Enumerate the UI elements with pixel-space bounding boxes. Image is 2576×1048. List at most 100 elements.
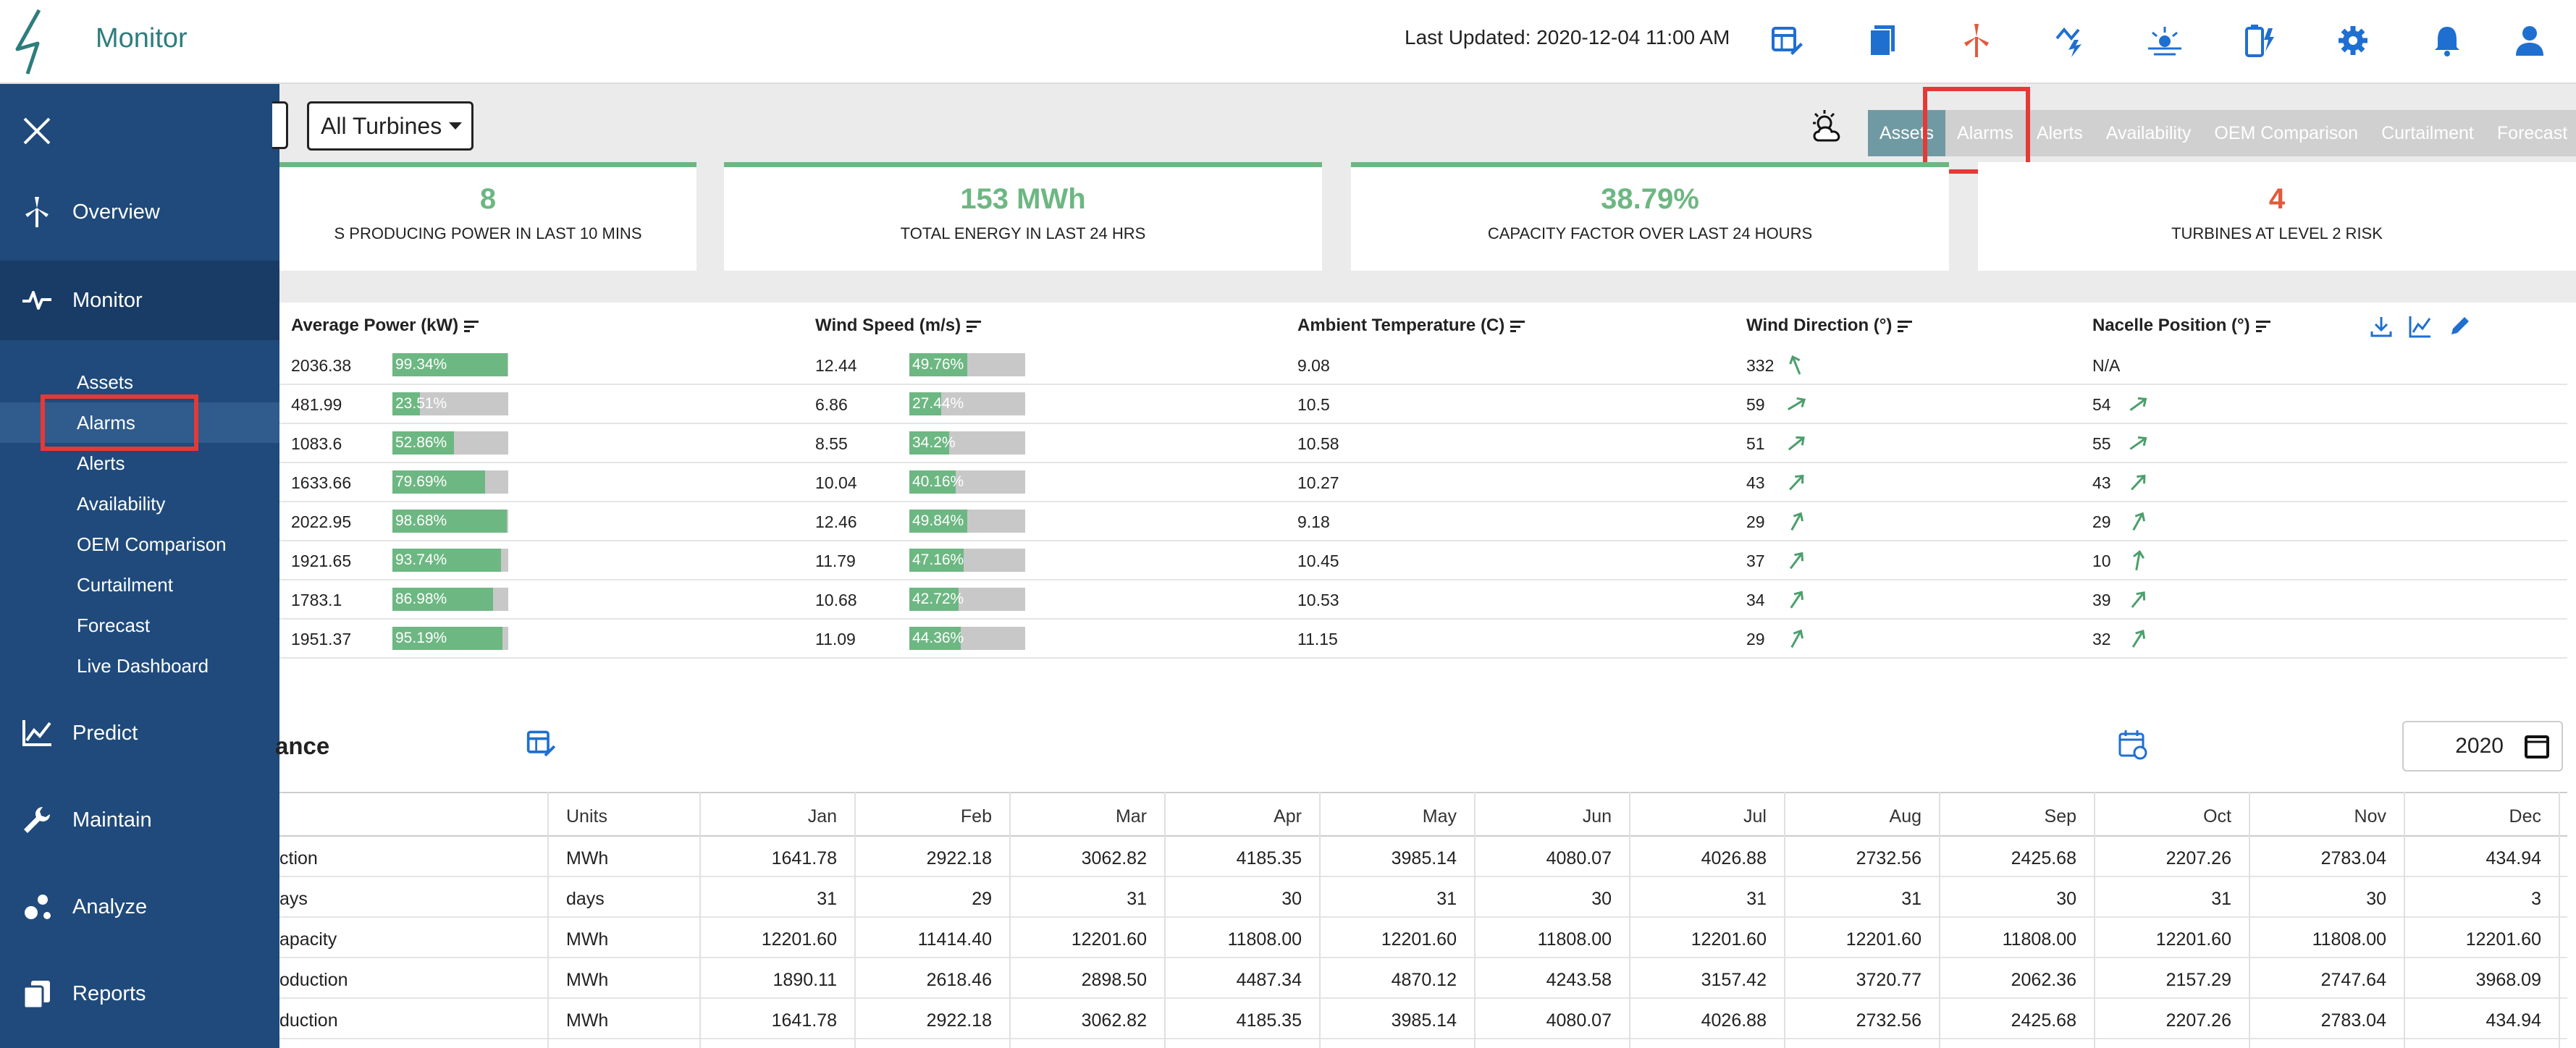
column-header-sep[interactable]: Sep: [2044, 806, 2076, 827]
partial-select[interactable]: [272, 101, 288, 149]
column-header-jun[interactable]: Jun: [1582, 806, 1612, 827]
bell-icon[interactable]: [2427, 20, 2467, 61]
column-header-jul[interactable]: Jul: [1743, 806, 1767, 827]
line-chart-icon: [19, 715, 55, 751]
cell-value: 12201.60: [1691, 929, 1767, 950]
turbine-select[interactable]: All Turbines: [307, 101, 473, 151]
close-icon[interactable]: [19, 113, 55, 149]
column-header-may[interactable]: May: [1422, 806, 1457, 827]
partly-cloudy-icon[interactable]: [1809, 107, 1849, 148]
direction-arrow-icon: [2131, 630, 2146, 648]
sidebar-subitem-forecast[interactable]: Forecast: [0, 605, 279, 646]
calendar-icon[interactable]: [2524, 733, 2550, 759]
table-row: 1951.37 95.19% 11.09 44.36% 11.15 29 32: [279, 620, 2567, 659]
battery-charge-icon[interactable]: [2239, 20, 2279, 61]
wind-bar-fill: [909, 627, 961, 650]
column-header-power[interactable]: Average Power (kW): [291, 316, 479, 336]
column-header-nov[interactable]: Nov: [2354, 806, 2386, 827]
cell-value: 2207.26: [2165, 1010, 2231, 1031]
cell-value: 11808.00: [1537, 929, 1612, 950]
sidebar-item-predict[interactable]: Predict: [0, 693, 279, 773]
cell-value: 4870.12: [1391, 970, 1457, 990]
tab-alerts[interactable]: Alerts: [2024, 110, 2095, 156]
lightning-logo-icon[interactable]: [10, 7, 61, 77]
column-header-mar[interactable]: Mar: [1115, 806, 1147, 827]
column-header-wind-speed[interactable]: Wind Speed (m/s): [815, 316, 982, 336]
document-icon[interactable]: [1862, 20, 1903, 61]
column-header-jan[interactable]: Jan: [807, 806, 837, 827]
kpi-label: TURBINES AT LEVEL 2 RISK: [2171, 224, 2383, 242]
sidebar-item-analyze[interactable]: Analyze: [0, 867, 279, 947]
sidebar-subitem-availability[interactable]: Availability: [0, 483, 279, 524]
pencil-icon[interactable]: [2447, 314, 2472, 339]
column-header-nacelle[interactable]: Nacelle Position (°): [2092, 316, 2270, 336]
cell-value: 434.94: [2485, 848, 2541, 869]
cell-value: 12201.60: [2155, 929, 2231, 950]
sidebar-item-monitor[interactable]: Monitor: [0, 261, 279, 340]
tab-alarms[interactable]: Alarms: [1945, 110, 2025, 156]
sort-icon[interactable]: [967, 321, 982, 332]
chart-icon[interactable]: [2408, 314, 2433, 339]
year-picker[interactable]: 2020: [2402, 721, 2563, 772]
power-bar: 52.86%: [392, 431, 508, 455]
tab-assets[interactable]: Assets: [1868, 110, 1946, 156]
tab-curtailment[interactable]: Curtailment: [2370, 110, 2485, 156]
power-bar-label: 95.19%: [395, 630, 447, 646]
sun-horizon-icon[interactable]: [2144, 20, 2185, 61]
column-header-feb[interactable]: Feb: [960, 806, 992, 827]
cell-power: 1783.1: [291, 591, 342, 609]
column-divider: [699, 792, 701, 1048]
column-header-apr[interactable]: Apr: [1274, 806, 1302, 827]
kpi-card-energy: 153 MWh TOTAL ENERGY IN LAST 24 HRS: [724, 162, 1322, 271]
sidebar-subitem-oem-comparison[interactable]: OEM Comparison: [0, 524, 279, 565]
column-divider: [1784, 792, 1785, 1048]
gear-icon[interactable]: [2333, 20, 2373, 61]
tab-oem-comparison[interactable]: OEM Comparison: [2202, 110, 2370, 156]
table-row: duction MWh 1641.78 2922.18 3062.82 4185.35 39…: [279, 999, 2567, 1039]
cell-value: 2732.56: [1856, 1010, 1922, 1031]
cell-value: 11808.00: [2312, 929, 2386, 950]
wind-bar-fill: [909, 549, 964, 572]
power-bar-fill: [392, 431, 454, 455]
direction-arrow-icon: [1788, 397, 1806, 410]
wind-bar-label: 44.36%: [912, 630, 964, 646]
sidebar-subitem-curtailment[interactable]: Curtailment: [0, 565, 279, 605]
wind-turbine-icon[interactable]: [1956, 20, 1997, 61]
sort-icon[interactable]: [2255, 321, 2270, 332]
sidebar-subitem-live-dashboard[interactable]: Live Dashboard: [0, 646, 279, 686]
table-edit-icon[interactable]: [526, 728, 556, 758]
sidebar-item-maintain[interactable]: Maintain: [0, 780, 279, 860]
cell-value: 3062.82: [1081, 1010, 1147, 1031]
cell-value: 1641.78: [771, 1010, 837, 1031]
table-row: 1921.65 93.74% 11.79 47.16% 10.45 37 10: [279, 541, 2567, 580]
download-icon[interactable]: [2369, 314, 2394, 339]
tab-forecast[interactable]: Forecast: [2485, 110, 2576, 156]
sidebar-subitem-alerts[interactable]: Alerts: [0, 443, 279, 483]
sidebar-subitem-assets[interactable]: Assets: [0, 362, 279, 402]
sort-icon[interactable]: [1898, 321, 1913, 332]
caret-down-icon: [449, 122, 463, 130]
power-bar: 23.51%: [392, 392, 508, 415]
tab-availability[interactable]: Availability: [2094, 110, 2203, 156]
column-header-dec[interactable]: Dec: [2509, 806, 2541, 827]
column-header-units[interactable]: Units: [566, 806, 607, 827]
table-edit-icon[interactable]: [1767, 20, 1807, 61]
column-header-aug[interactable]: Aug: [1889, 806, 1922, 827]
sidebar-item-overview[interactable]: Overview: [0, 172, 279, 252]
sidebar-subitem-alarms[interactable]: Alarms: [0, 402, 279, 443]
cell-value: 2425.68: [2011, 848, 2076, 869]
cell-value: 434.94: [2485, 1010, 2541, 1031]
user-icon[interactable]: [2509, 20, 2550, 61]
sidebar-item-reports[interactable]: Reports: [0, 954, 279, 1034]
row-label: ays: [279, 889, 308, 909]
column-header-wind-direction[interactable]: Wind Direction (°): [1746, 316, 1913, 336]
sort-icon[interactable]: [464, 321, 479, 332]
kpi-value: 153 MWh: [960, 183, 1086, 215]
power-bar-fill: [392, 392, 420, 415]
sort-icon[interactable]: [1510, 321, 1525, 332]
column-header-temperature[interactable]: Ambient Temperature (C): [1297, 316, 1525, 336]
calendar-refresh-icon[interactable]: [2117, 728, 2149, 760]
power-bar: 86.98%: [392, 588, 508, 611]
column-header-oct[interactable]: Oct: [2203, 806, 2231, 827]
weather-power-icon[interactable]: [2050, 20, 2091, 61]
